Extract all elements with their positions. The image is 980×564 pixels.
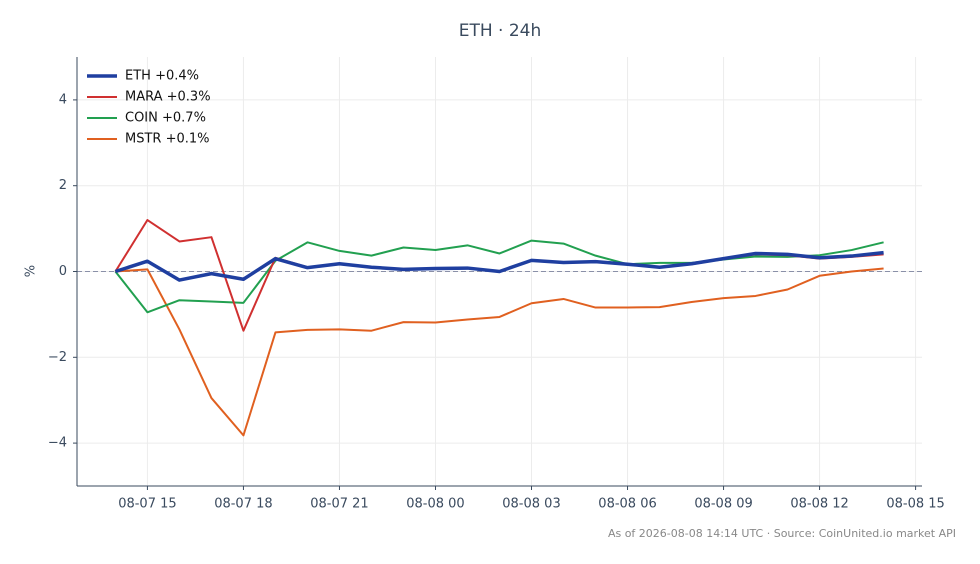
legend-label: ETH +0.4% <box>125 69 199 84</box>
x-tick-label: 08-08 00 <box>406 497 464 512</box>
y-axis-label: % <box>24 265 39 277</box>
x-tick-label: 08-08 15 <box>886 497 944 512</box>
y-tick-label: 2 <box>59 178 67 193</box>
series-line <box>115 267 884 437</box>
x-tick-label: 08-07 18 <box>214 497 272 512</box>
y-tick-label: −4 <box>48 436 67 451</box>
x-tick-label: 08-08 09 <box>694 497 752 512</box>
series-line <box>114 239 884 314</box>
series-line <box>114 250 884 282</box>
legend-label: MARA +0.3% <box>125 90 211 105</box>
legend-label: COIN +0.7% <box>125 111 206 126</box>
y-tick-label: −2 <box>48 350 67 365</box>
legend-label: MSTR +0.1% <box>125 132 210 147</box>
footnote: As of 2026-08-08 14:14 UTC · Source: Coi… <box>608 527 956 540</box>
y-tick-label: 4 <box>59 92 67 107</box>
x-tick-label: 08-08 12 <box>790 497 848 512</box>
x-tick-label: 08-08 03 <box>502 497 560 512</box>
x-tick-label: 08-07 21 <box>310 497 368 512</box>
x-tick-label: 08-08 06 <box>598 497 656 512</box>
x-tick-label: 08-07 15 <box>118 497 176 512</box>
chart-title: ETH · 24h <box>459 21 542 41</box>
y-tick-label: 0 <box>59 264 67 279</box>
